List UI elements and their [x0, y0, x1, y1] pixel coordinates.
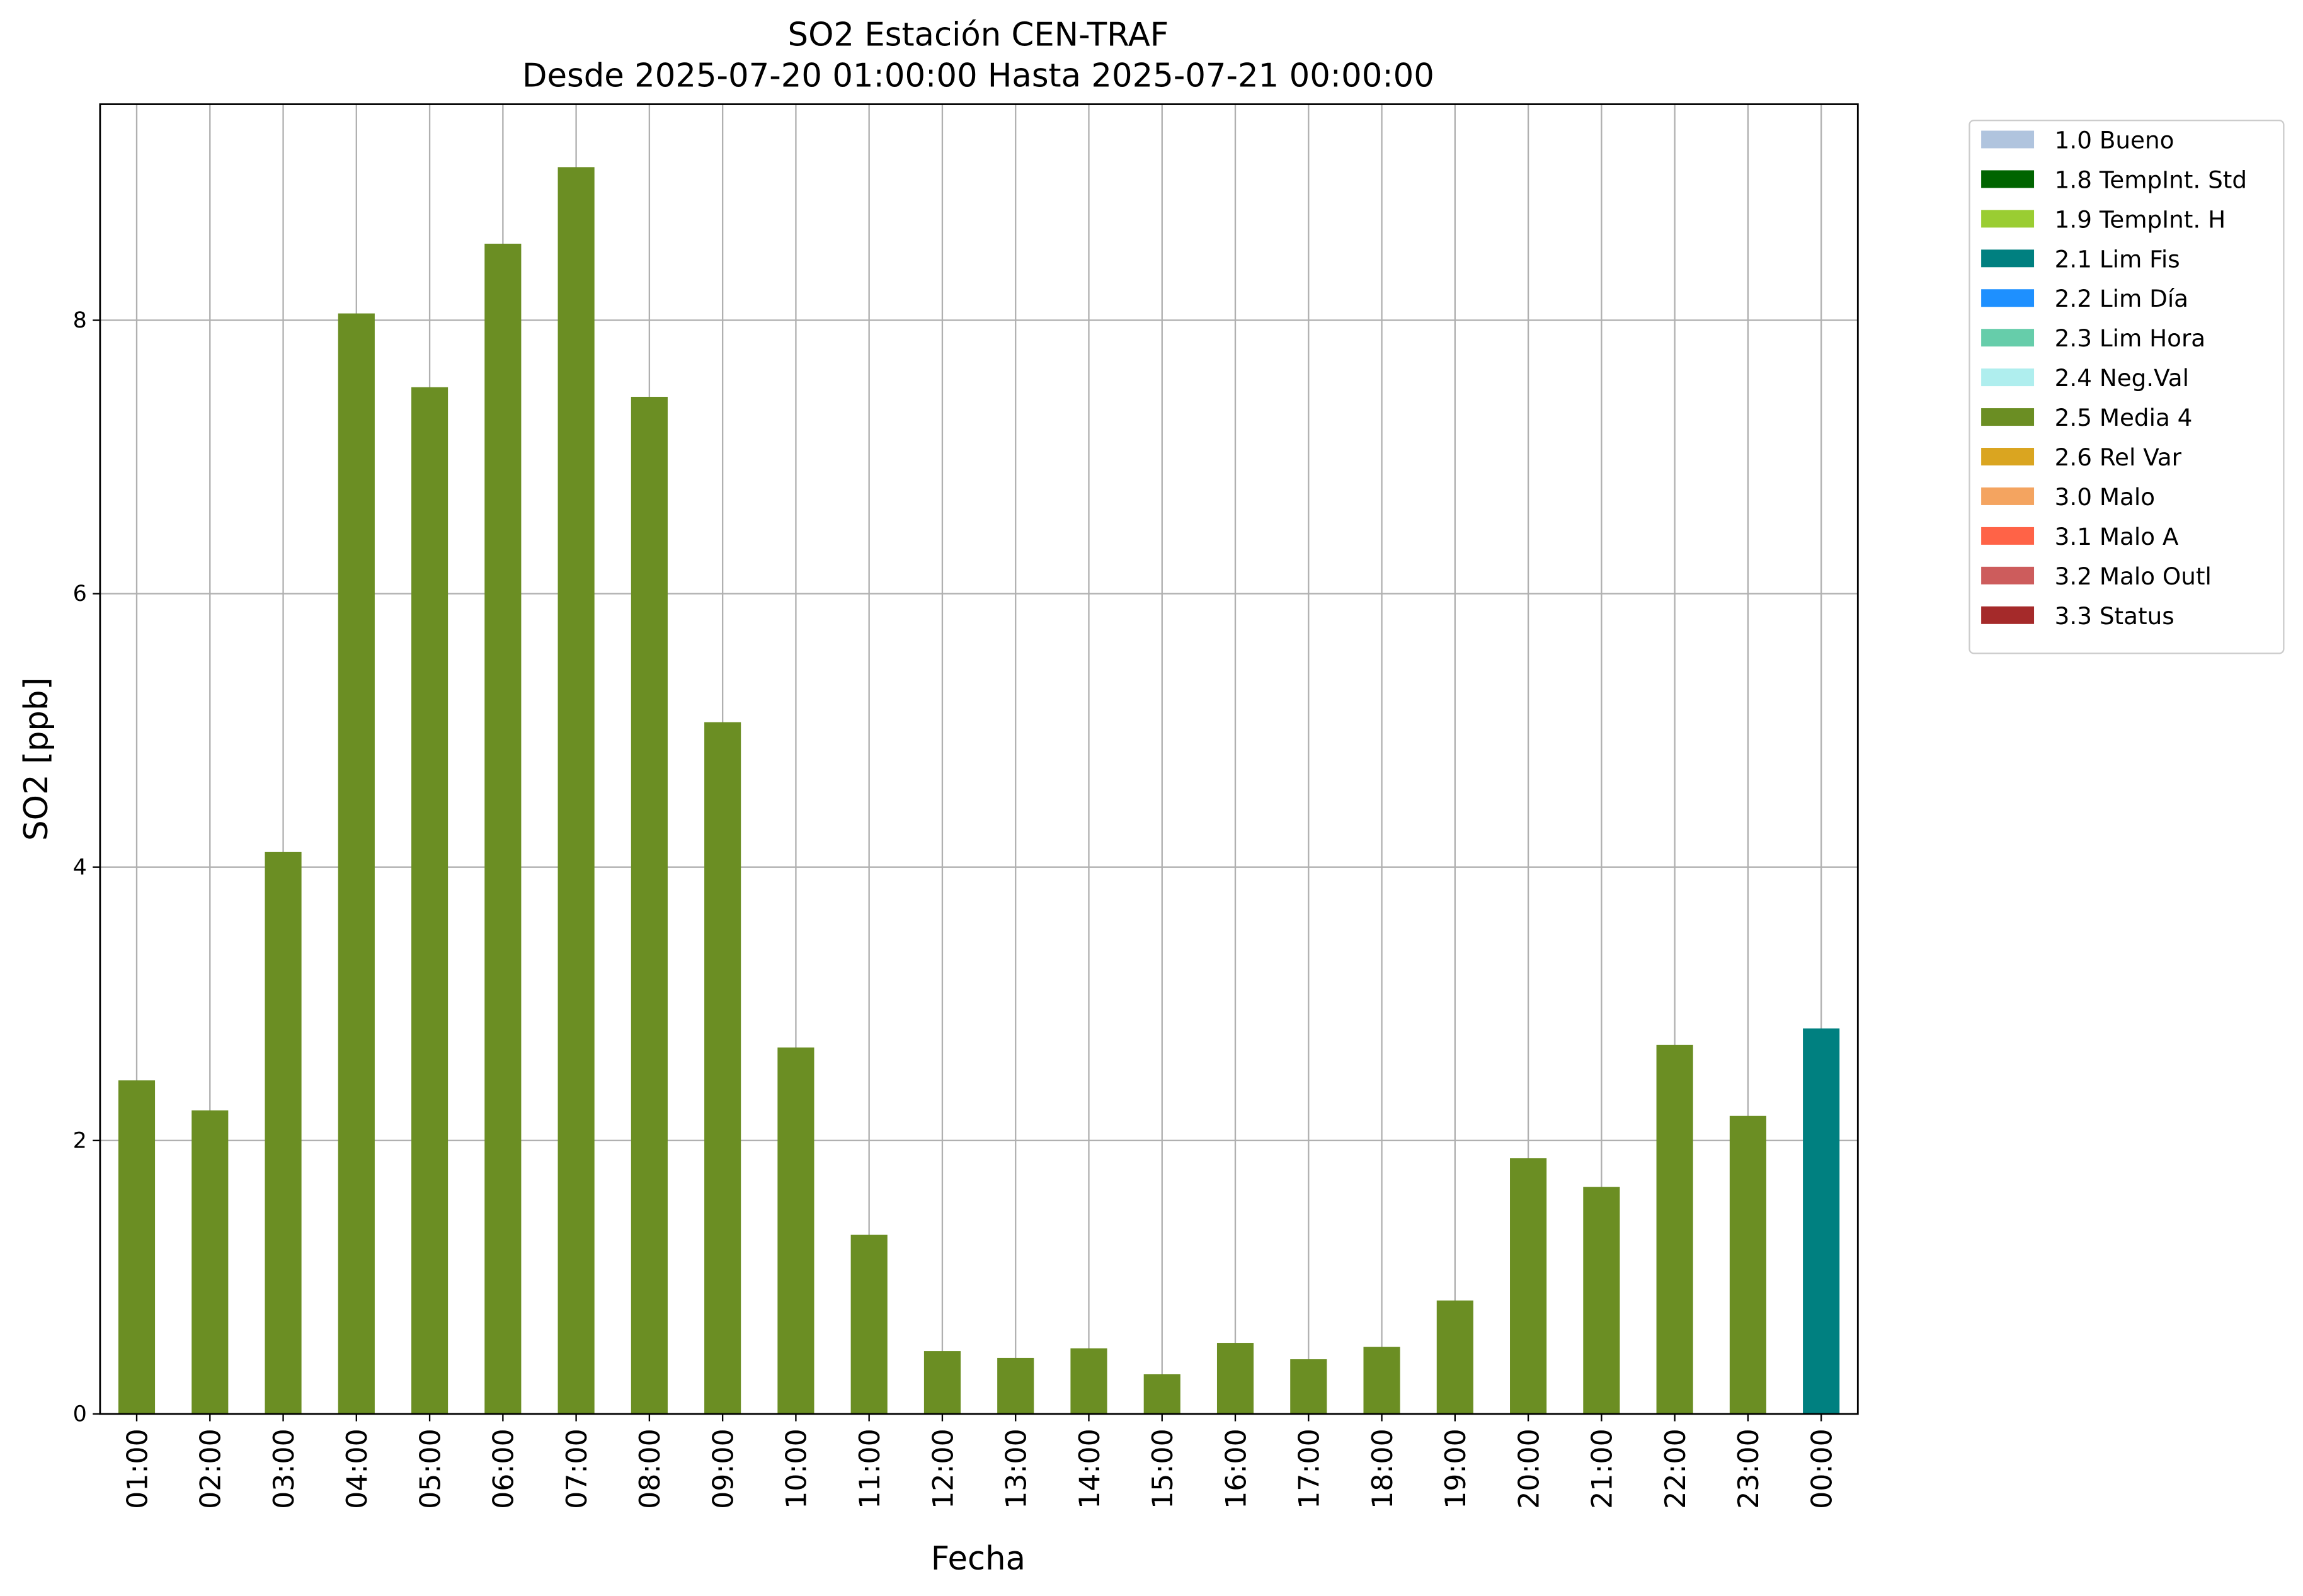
x-tick-label: 06:00	[488, 1428, 520, 1509]
x-tick-label: 10:00	[781, 1428, 813, 1509]
legend-label: 2.3 Lim Hora	[2055, 324, 2205, 352]
x-tick-label: 13:00	[1001, 1428, 1033, 1509]
legend-swatch	[1981, 487, 2035, 505]
x-tick-label: 07:00	[561, 1428, 593, 1509]
x-tick-label: 08:00	[634, 1428, 666, 1509]
bar	[631, 397, 668, 1414]
bar	[338, 313, 375, 1414]
legend-swatch	[1981, 289, 2035, 307]
legend-swatch	[1981, 527, 2035, 545]
bar	[191, 1110, 229, 1414]
x-tick-label: 11:00	[854, 1428, 886, 1509]
legend-label: 1.0 Bueno	[2055, 126, 2174, 154]
bar	[1363, 1347, 1400, 1414]
x-tick-label: 21:00	[1587, 1428, 1619, 1509]
bar	[1216, 1343, 1254, 1414]
chart-subtitle: Desde 2025-07-20 01:00:00 Hasta 2025-07-…	[522, 57, 1434, 95]
x-tick-label: 22:00	[1660, 1428, 1692, 1509]
legend-swatch	[1981, 130, 2035, 149]
x-tick-label: 00:00	[1806, 1428, 1838, 1509]
legend-swatch	[1981, 210, 2035, 228]
x-tick-label: 09:00	[707, 1428, 740, 1509]
y-tick-label: 6	[73, 581, 87, 607]
y-axis-label: SO2 [ppb]	[18, 678, 55, 841]
legend-label: 3.2 Malo Outl	[2055, 562, 2212, 590]
bar	[997, 1357, 1034, 1414]
x-tick-label: 05:00	[414, 1428, 447, 1509]
legend-label: 2.6 Rel Var	[2055, 443, 2182, 471]
bar	[1290, 1359, 1327, 1414]
plot-frame	[99, 103, 1859, 1415]
legend-label: 2.4 Neg.Val	[2055, 364, 2189, 392]
legend-label: 3.3 Status	[2055, 602, 2174, 630]
bar	[1070, 1348, 1107, 1414]
legend-label: 2.2 Lim Día	[2055, 285, 2188, 312]
y-tick-label: 0	[73, 1402, 87, 1427]
y-tick-label: 2	[73, 1128, 87, 1153]
legend-label: 3.1 Malo A	[2055, 523, 2179, 550]
x-tick-label: 03:00	[268, 1428, 300, 1509]
bar	[557, 167, 595, 1414]
x-tick-label: 15:00	[1147, 1428, 1179, 1509]
x-tick-label: 19:00	[1440, 1428, 1472, 1509]
bar	[1436, 1300, 1473, 1414]
bar	[265, 852, 302, 1414]
bar	[1143, 1374, 1180, 1414]
bar	[1510, 1158, 1547, 1414]
x-tick-label: 02:00	[195, 1428, 227, 1509]
legend-swatch	[1981, 170, 2035, 188]
x-tick-label: 23:00	[1733, 1428, 1765, 1509]
legend-swatch	[1981, 448, 2035, 465]
x-tick-label: 20:00	[1513, 1428, 1545, 1509]
bar	[777, 1047, 814, 1414]
bar	[1583, 1187, 1620, 1414]
legend-label: 1.8 TempInt. Std	[2055, 166, 2247, 193]
legend-label: 1.9 TempInt. H	[2055, 205, 2226, 233]
bar	[1729, 1115, 1766, 1414]
x-tick-label: 01:00	[122, 1428, 154, 1509]
bar	[1656, 1044, 1693, 1414]
chart-title: SO2 Estación CEN-TRAF	[788, 16, 1169, 54]
legend-swatch	[1981, 606, 2035, 624]
legend-swatch	[1981, 329, 2035, 347]
bar	[923, 1351, 961, 1414]
y-tick-label: 4	[73, 855, 87, 880]
legend-swatch	[1981, 408, 2035, 426]
bar	[850, 1234, 888, 1414]
x-axis-label: Fecha	[931, 1540, 1026, 1578]
legend-label: 3.0 Malo	[2055, 483, 2155, 511]
bar	[411, 387, 449, 1414]
x-tick-label: 17:00	[1294, 1428, 1326, 1509]
x-tick-label: 04:00	[341, 1428, 374, 1509]
bar	[1803, 1028, 1840, 1414]
legend-swatch	[1981, 249, 2035, 268]
bar	[118, 1080, 156, 1414]
x-tick-label: 18:00	[1367, 1428, 1399, 1509]
legend-label: 2.5 Media 4	[2055, 404, 2193, 431]
x-tick-label: 14:00	[1074, 1428, 1106, 1509]
bar	[704, 722, 741, 1414]
bar	[484, 243, 522, 1414]
legend-label: 2.1 Lim Fis	[2055, 245, 2180, 273]
legend-swatch	[1981, 368, 2035, 387]
x-tick-label: 16:00	[1220, 1428, 1252, 1509]
legend-box	[1969, 119, 2285, 654]
legend-swatch	[1981, 566, 2035, 584]
x-tick-label: 12:00	[927, 1428, 959, 1509]
y-tick-label: 8	[73, 308, 87, 333]
